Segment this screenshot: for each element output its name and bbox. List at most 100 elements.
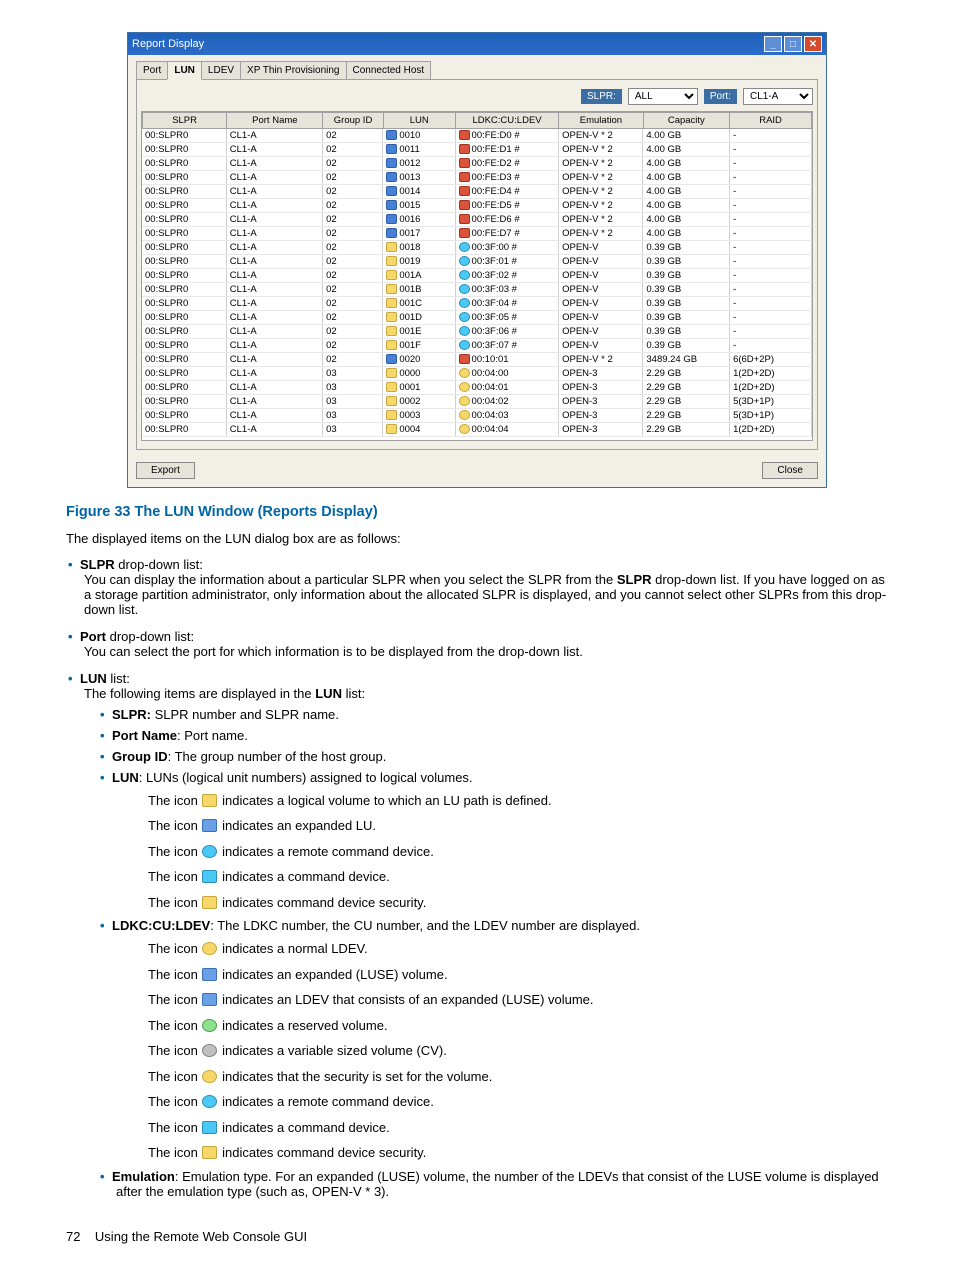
table-row[interactable]: 00:SLPR0CL1-A03000500:04:05OPEN-32.29 GB… bbox=[142, 437, 812, 438]
blue-icon bbox=[386, 228, 397, 238]
table-row[interactable]: 00:SLPR0CL1-A02001900:3F:01 #OPEN-V0.39 … bbox=[142, 255, 812, 269]
red-icon bbox=[459, 130, 470, 140]
inline-icon bbox=[202, 1146, 217, 1159]
table-row[interactable]: 00:SLPR0CL1-A02001200:FE:D2 #OPEN-V * 24… bbox=[142, 157, 812, 171]
icon-description: The icon indicates a command device. bbox=[148, 1118, 888, 1138]
red-icon bbox=[459, 214, 470, 224]
table-row[interactable]: 00:SLPR0CL1-A02001600:FE:D6 #OPEN-V * 24… bbox=[142, 213, 812, 227]
intro-text: The displayed items on the LUN dialog bo… bbox=[66, 530, 888, 549]
table-row[interactable]: 00:SLPR0CL1-A02001D00:3F:05 #OPEN-V0.39 … bbox=[142, 311, 812, 325]
inline-icon bbox=[202, 1095, 217, 1108]
tab-connected-host[interactable]: Connected Host bbox=[346, 61, 432, 79]
table-row[interactable]: 00:SLPR0CL1-A03000300:04:03OPEN-32.29 GB… bbox=[142, 409, 812, 423]
red-icon bbox=[459, 354, 470, 364]
col-header[interactable]: LUN bbox=[383, 113, 455, 129]
icon-description: The icon indicates a remote command devi… bbox=[148, 842, 888, 862]
blue-icon bbox=[386, 354, 397, 364]
table-row[interactable]: 00:SLPR0CL1-A02001400:FE:D4 #OPEN-V * 24… bbox=[142, 185, 812, 199]
yellow-icon bbox=[386, 298, 397, 308]
slpr-filter-label: SLPR: bbox=[581, 89, 622, 104]
report-display-window: Report Display _ □ ✕ PortLUNLDEVXP Thin … bbox=[127, 32, 827, 488]
inline-icon bbox=[202, 1044, 217, 1057]
maximize-icon[interactable]: □ bbox=[784, 36, 802, 52]
table-row[interactable]: 00:SLPR0CL1-A02001E00:3F:06 #OPEN-V0.39 … bbox=[142, 325, 812, 339]
yellow-icon bbox=[386, 284, 397, 294]
yellow-icon bbox=[386, 270, 397, 280]
cyan-c-icon bbox=[459, 270, 470, 280]
icon-description: The icon indicates a remote command devi… bbox=[148, 1092, 888, 1112]
red-icon bbox=[459, 158, 470, 168]
yellow-icon bbox=[386, 368, 397, 378]
table-row[interactable]: 00:SLPR0CL1-A02001000:FE:D0 #OPEN-V * 24… bbox=[142, 129, 812, 143]
col-header[interactable]: Capacity bbox=[643, 113, 730, 129]
icon-description: The icon indicates a normal LDEV. bbox=[148, 939, 888, 959]
table-row[interactable]: 00:SLPR0CL1-A02001100:FE:D1 #OPEN-V * 24… bbox=[142, 143, 812, 157]
table-row[interactable]: 00:SLPR0CL1-A02001800:3F:00 #OPEN-V0.39 … bbox=[142, 241, 812, 255]
table-row[interactable]: 00:SLPR0CL1-A02001300:FE:D3 #OPEN-V * 24… bbox=[142, 171, 812, 185]
slpr-select[interactable]: ALL bbox=[628, 88, 698, 105]
red-icon bbox=[459, 200, 470, 210]
cyan-c-icon bbox=[459, 340, 470, 350]
yellow-icon bbox=[386, 256, 397, 266]
table-scroll-area[interactable]: 00:SLPR0CL1-A02001000:FE:D0 #OPEN-V * 24… bbox=[142, 129, 812, 437]
table-row[interactable]: 00:SLPR0CL1-A03000100:04:01OPEN-32.29 GB… bbox=[142, 381, 812, 395]
icon-description: The icon indicates a command device. bbox=[148, 867, 888, 887]
blue-icon bbox=[386, 172, 397, 182]
icon-description: The icon indicates a logical volume to w… bbox=[148, 791, 888, 811]
cyan-c-icon bbox=[459, 312, 470, 322]
col-header[interactable]: RAID bbox=[730, 113, 812, 129]
table-row[interactable]: 00:SLPR0CL1-A02001F00:3F:07 #OPEN-V0.39 … bbox=[142, 339, 812, 353]
minimize-icon[interactable]: _ bbox=[764, 36, 782, 52]
tab-port[interactable]: Port bbox=[136, 61, 168, 79]
port-filter-label: Port: bbox=[704, 89, 737, 104]
yellow-icon bbox=[386, 410, 397, 420]
port-select[interactable]: CL1-A bbox=[743, 88, 813, 105]
table-row[interactable]: 00:SLPR0CL1-A02001A00:3F:02 #OPEN-V0.39 … bbox=[142, 269, 812, 283]
tab-lun[interactable]: LUN bbox=[167, 61, 202, 80]
col-header[interactable]: Emulation bbox=[559, 113, 643, 129]
blue-icon bbox=[386, 144, 397, 154]
blue-icon bbox=[386, 186, 397, 196]
icon-description: The icon indicates an expanded LU. bbox=[148, 816, 888, 836]
col-header[interactable]: LDKC:CU:LDEV bbox=[455, 113, 558, 129]
table-row[interactable]: 00:SLPR0CL1-A02001B00:3F:03 #OPEN-V0.39 … bbox=[142, 283, 812, 297]
blue-icon bbox=[386, 200, 397, 210]
list-item: Group ID: The group number of the host g… bbox=[116, 749, 888, 764]
col-header[interactable]: SLPR bbox=[143, 113, 227, 129]
tab-xp-thin-provisioning[interactable]: XP Thin Provisioning bbox=[240, 61, 346, 79]
filter-bar: SLPR: ALL Port: CL1-A bbox=[141, 88, 813, 105]
yellow-c-icon bbox=[459, 424, 470, 434]
inline-icon bbox=[202, 819, 217, 832]
footer-text: Using the Remote Web Console GUI bbox=[95, 1229, 307, 1244]
list-item: Emulation: Emulation type. For an expand… bbox=[116, 1169, 888, 1199]
table-row[interactable]: 00:SLPR0CL1-A02001500:FE:D5 #OPEN-V * 24… bbox=[142, 199, 812, 213]
col-header[interactable]: Group ID bbox=[323, 113, 383, 129]
yellow-icon bbox=[386, 242, 397, 252]
table-row[interactable]: 00:SLPR0CL1-A03000000:04:00OPEN-32.29 GB… bbox=[142, 367, 812, 381]
table-row[interactable]: 00:SLPR0CL1-A02002000:10:01OPEN-V * 2348… bbox=[142, 353, 812, 367]
cyan-c-icon bbox=[459, 284, 470, 294]
export-button[interactable]: Export bbox=[136, 462, 195, 479]
list-item: LUN list:The following items are display… bbox=[84, 671, 888, 1199]
table-row[interactable]: 00:SLPR0CL1-A02001700:FE:D7 #OPEN-V * 24… bbox=[142, 227, 812, 241]
close-button[interactable]: Close bbox=[762, 462, 818, 479]
red-icon bbox=[459, 186, 470, 196]
inline-icon bbox=[202, 993, 217, 1006]
page-number: 72 bbox=[66, 1229, 80, 1244]
col-header[interactable]: Port Name bbox=[227, 113, 323, 129]
tab-ldev[interactable]: LDEV bbox=[201, 61, 241, 79]
sub-bullet-list: SLPR: SLPR number and SLPR name.Port Nam… bbox=[116, 707, 888, 1199]
yellow-icon bbox=[386, 312, 397, 322]
table-row[interactable]: 00:SLPR0CL1-A03000400:04:04OPEN-32.29 GB… bbox=[142, 423, 812, 437]
icon-description: The icon indicates command device securi… bbox=[148, 893, 888, 913]
cyan-c-icon bbox=[459, 242, 470, 252]
icon-description: The icon indicates a variable sized volu… bbox=[148, 1041, 888, 1061]
close-icon[interactable]: ✕ bbox=[804, 36, 822, 52]
table-row[interactable]: 00:SLPR0CL1-A03000200:04:02OPEN-32.29 GB… bbox=[142, 395, 812, 409]
yellow-c-icon bbox=[459, 382, 470, 392]
icon-description: The icon indicates a reserved volume. bbox=[148, 1016, 888, 1036]
yellow-icon bbox=[386, 340, 397, 350]
inline-icon bbox=[202, 968, 217, 981]
list-item: Port Name: Port name. bbox=[116, 728, 888, 743]
table-row[interactable]: 00:SLPR0CL1-A02001C00:3F:04 #OPEN-V0.39 … bbox=[142, 297, 812, 311]
